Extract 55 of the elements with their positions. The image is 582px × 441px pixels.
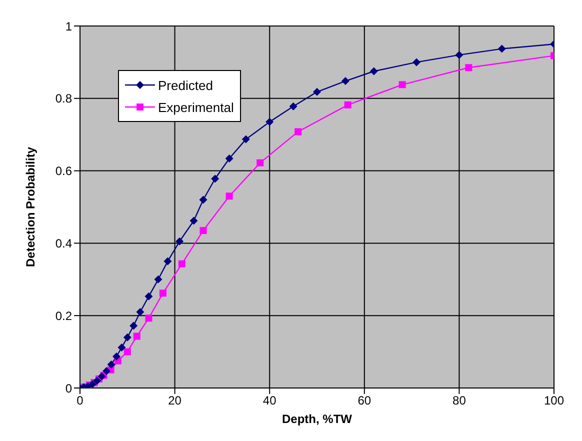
point [294,128,302,136]
point [226,192,233,200]
point [118,343,126,352]
x-tick-label: 0 [76,394,84,408]
point [242,135,250,144]
point [123,333,132,342]
x-axis-title: Depth, %TW [282,412,353,426]
point [164,257,172,266]
y-tick-label: 0 [65,381,72,396]
point [370,67,378,76]
point [465,64,472,72]
point [144,292,153,300]
point [344,101,352,108]
y-tick-label: 1 [65,19,72,34]
x-tick-label: 80 [452,394,466,408]
point [199,196,208,204]
point [178,260,186,268]
point [93,376,102,385]
y-tick-label: 0.4 [55,236,72,250]
point [190,216,198,225]
point [211,174,220,183]
point [455,50,464,59]
point [112,352,120,361]
point [88,380,96,388]
point [130,322,138,330]
x-tick-label: 40 [262,394,277,408]
point [398,81,406,88]
point [412,58,421,66]
point [98,372,106,380]
legend-label: Predicted [158,78,213,92]
point [102,366,111,375]
point [176,237,184,246]
point [498,44,506,53]
x-tick-label: 100 [544,394,564,408]
point [107,360,116,368]
point [133,332,140,340]
legend-label: Experimental [158,100,234,114]
point [154,275,162,284]
y-axis-title: Detection Probability [23,146,38,268]
point [225,154,234,162]
point [313,88,321,96]
point [266,118,274,126]
point [200,227,207,234]
y-tick-label: 0.6 [55,164,72,178]
point [289,102,298,110]
point [136,308,144,316]
y-tick-label: 0.8 [55,92,72,106]
x-tick-label: 20 [168,394,182,408]
y-tick-label: 0.2 [55,308,72,323]
point [159,290,166,297]
x-tick-label: 60 [358,394,372,408]
point [256,159,264,166]
point [145,314,152,322]
point [124,348,131,356]
point [341,77,350,86]
